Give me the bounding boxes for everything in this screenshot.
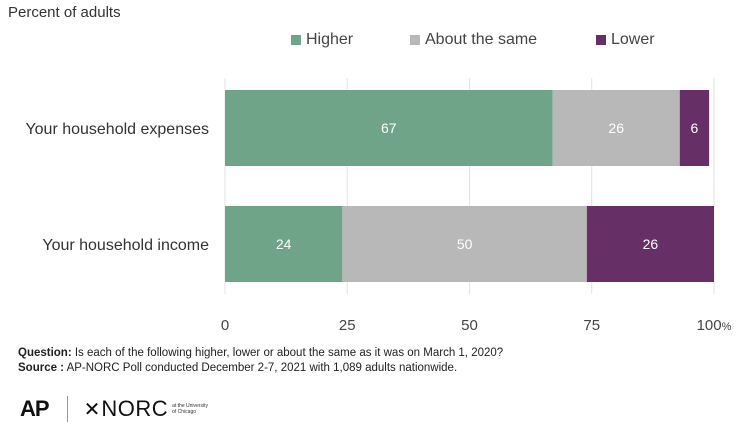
x-tick-label-0: 0	[221, 317, 229, 334]
legend-item-about-the-same: About the same	[410, 31, 537, 49]
source-note: Source : AP-NORC Poll conducted December…	[18, 362, 457, 374]
norc-sub: at the University of Chicago	[172, 403, 208, 415]
norc-star-icon: ✕	[83, 398, 101, 421]
question-text: Is each of the following higher, lower o…	[71, 347, 504, 359]
bar-0-2	[679, 90, 710, 166]
ap-logo: AP	[20, 396, 50, 421]
category-label-1: Your household income	[42, 237, 209, 254]
bar-1-0	[225, 206, 343, 282]
bar-0-0	[225, 90, 553, 166]
legend-label-higher: Higher	[306, 31, 354, 48]
norc-logo: NORC	[101, 396, 169, 421]
legend-item-lower: Lower	[596, 31, 655, 49]
legend-swatch-lower	[596, 35, 606, 45]
logo-divider	[66, 396, 68, 422]
logos: AP ✕ NORC at the University of Chicago	[20, 392, 212, 426]
legend-swatch-about-the-same	[410, 35, 420, 45]
data-label-1-1: 50	[457, 236, 473, 252]
source-text: AP-NORC Poll conducted December 2-7, 202…	[64, 362, 458, 374]
x-tick-percent: %	[722, 321, 732, 333]
bar-0-1	[552, 90, 680, 166]
legend-label-about-the-same: About the same	[425, 31, 538, 48]
bar-1-1	[342, 206, 587, 282]
data-label-0-0: 67	[381, 120, 397, 136]
legend-swatch-higher	[291, 35, 301, 45]
question-note: Question: Is each of the following highe…	[18, 347, 503, 359]
legend: Higher About the same Lower	[0, 31, 747, 53]
data-label-1-2: 26	[643, 236, 659, 252]
category-label-0: Your household expenses	[25, 121, 209, 138]
source-label: Source :	[18, 362, 65, 374]
data-label-0-2: 6	[691, 120, 699, 136]
chart-subtitle: Percent of adults	[8, 4, 121, 21]
legend-item-higher: Higher	[291, 31, 353, 49]
question-label: Question:	[18, 347, 72, 359]
bar-1-2	[586, 206, 714, 282]
x-tick-label-3: 75	[583, 317, 600, 334]
x-tick-label-1: 25	[339, 317, 356, 334]
x-tick-label-2: 50	[461, 317, 478, 334]
stacked-bar-chart: 67 26 6 Your household expenses 24 50 26 Your h…	[25, 78, 732, 334]
x-tick-label-4: 100%	[697, 317, 732, 334]
data-label-1-0: 24	[276, 236, 292, 252]
legend-label-lower: Lower	[611, 31, 655, 48]
data-label-0-1: 26	[608, 120, 624, 136]
